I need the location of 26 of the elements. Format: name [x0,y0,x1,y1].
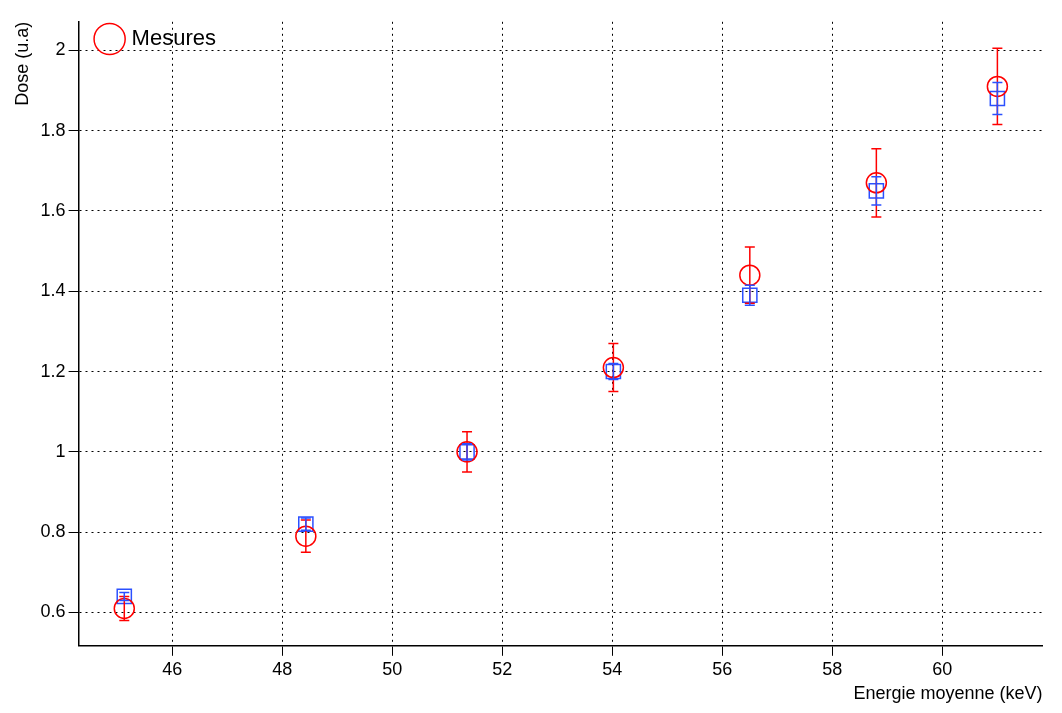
y-tick-label: 2 [55,39,66,60]
x-tick-label: 50 [382,658,403,679]
y-tick-label: 1.4 [40,280,66,301]
y-tick-label: 1.6 [40,199,66,220]
y-tick-label: 0.6 [40,601,66,622]
y-tick-label: 0.8 [40,521,66,542]
y-tick-label: 1 [55,440,66,461]
legend-label: Mesures [131,25,216,51]
x-tick-label: 56 [712,658,733,679]
x-tick-label: 54 [602,658,623,679]
x-tick-label: 60 [932,658,953,679]
x-tick-label: 58 [822,658,843,679]
point [865,172,888,194]
point [602,356,625,379]
x-axis-title: Energie moyenne (keV) [853,683,1043,704]
y-axis-title: Dose (u.a) [11,21,32,106]
point [113,597,136,620]
point [295,525,317,547]
y-tick-label: 1.8 [40,119,66,140]
point [986,75,1009,98]
x-tick-label: 46 [162,658,183,679]
point [989,90,1006,107]
y-tick-label: 1.2 [40,360,66,381]
x-tick-label: 48 [272,658,293,679]
x-tick-label: 52 [492,658,513,679]
point [739,264,761,286]
